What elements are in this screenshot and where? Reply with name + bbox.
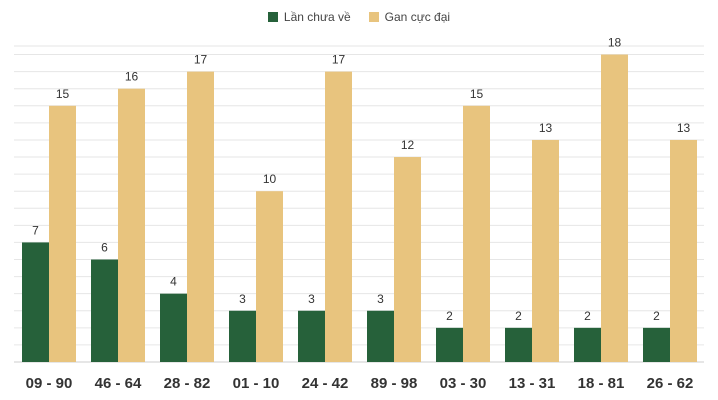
data-label: 16 [125, 70, 139, 84]
data-label: 12 [401, 138, 415, 152]
x-tick-label: 24 - 42 [302, 375, 349, 392]
bar-gan-cuc-dai[interactable] [394, 157, 421, 362]
legend-item-lan-chua-ve[interactable]: Lần chưa về [267, 10, 351, 24]
x-tick-label: 28 - 82 [164, 375, 211, 392]
x-tick-label: 18 - 81 [578, 375, 625, 392]
bar-gan-cuc-dai[interactable] [49, 105, 76, 362]
data-label: 15 [470, 87, 484, 101]
data-label: 6 [101, 241, 108, 255]
data-label: 3 [377, 292, 384, 306]
legend-item-gan-cuc-dai[interactable]: Gan cực đại [368, 10, 451, 24]
chart-legend: Lần chưa về Gan cực đại [0, 10, 718, 24]
bar-lan-chua-ve[interactable] [574, 327, 601, 362]
x-tick-label: 01 - 10 [233, 375, 280, 392]
bar-gan-cuc-dai[interactable] [325, 71, 352, 363]
x-tick-label: 26 - 62 [647, 375, 694, 392]
legend-label-gan-cuc-dai: Gan cực đại [384, 10, 451, 24]
data-label: 13 [539, 121, 553, 135]
bar-gan-cuc-dai[interactable] [256, 191, 283, 362]
data-label: 17 [332, 53, 346, 67]
x-tick-label: 89 - 98 [371, 375, 418, 392]
bar-gan-cuc-dai[interactable] [118, 88, 145, 363]
bar-lan-chua-ve[interactable] [505, 327, 532, 362]
legend-label-lan-chua-ve: Lần chưa về [283, 10, 351, 24]
bar-gan-cuc-dai[interactable] [601, 54, 628, 363]
data-label: 10 [263, 172, 277, 186]
bar-gan-cuc-dai[interactable] [532, 139, 559, 362]
bar-gan-cuc-dai[interactable] [463, 105, 490, 362]
bar-lan-chua-ve[interactable] [229, 310, 256, 362]
bar-lan-chua-ve[interactable] [367, 310, 394, 362]
x-tick-label: 13 - 31 [509, 375, 556, 392]
data-label: 2 [584, 309, 591, 323]
x-tick-label: 46 - 64 [95, 375, 142, 392]
bar-gan-cuc-dai[interactable] [670, 139, 697, 362]
data-label: 7 [32, 223, 39, 237]
legend-swatch-lan-chua-ve [267, 12, 278, 22]
data-label: 2 [653, 309, 660, 323]
x-tick-label: 09 - 90 [26, 375, 73, 392]
data-label: 3 [239, 292, 246, 306]
data-label: 17 [194, 53, 208, 67]
data-label: 13 [677, 121, 691, 135]
x-tick-label: 03 - 30 [440, 375, 487, 392]
data-label: 4 [170, 275, 177, 289]
bar-lan-chua-ve[interactable] [436, 327, 463, 362]
data-label: 15 [56, 87, 70, 101]
bar-lan-chua-ve[interactable] [91, 259, 118, 362]
bar-lan-chua-ve[interactable] [160, 293, 187, 362]
bar-gan-cuc-dai[interactable] [187, 71, 214, 363]
legend-swatch-gan-cuc-dai [368, 12, 379, 22]
data-label: 18 [608, 36, 622, 50]
bar-lan-chua-ve[interactable] [22, 242, 49, 362]
data-label: 2 [515, 309, 522, 323]
bar-lan-chua-ve[interactable] [643, 327, 670, 362]
data-label: 3 [308, 292, 315, 306]
bar-lan-chua-ve[interactable] [298, 310, 325, 362]
data-label: 2 [446, 309, 453, 323]
